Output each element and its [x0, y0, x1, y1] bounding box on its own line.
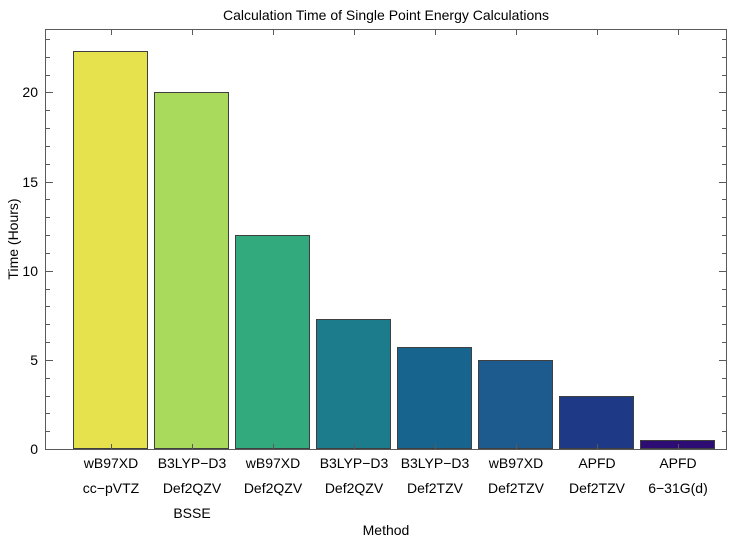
y-major-tick [46, 271, 53, 272]
y-minor-tick [722, 378, 726, 379]
category-label: wB97XD Def2TZV [487, 455, 544, 496]
y-minor-tick [46, 342, 50, 343]
x-tick [192, 30, 193, 35]
y-minor-tick [722, 217, 726, 218]
y-minor-tick [46, 396, 50, 397]
y-minor-tick [722, 199, 726, 200]
y-minor-tick [46, 164, 50, 165]
y-major-tick [46, 360, 53, 361]
y-minor-tick [46, 306, 50, 307]
y-minor-tick [722, 289, 726, 290]
x-tick [273, 30, 274, 35]
x-tick [516, 444, 517, 449]
y-minor-tick [46, 128, 50, 129]
y-minor-tick [722, 75, 726, 76]
y-minor-tick [46, 431, 50, 432]
bar [316, 319, 391, 449]
y-minor-tick [46, 39, 50, 40]
x-tick [111, 30, 112, 35]
x-tick [597, 30, 598, 35]
y-minor-tick [46, 57, 50, 58]
y-minor-tick [722, 57, 726, 58]
y-minor-tick [722, 164, 726, 165]
bar [478, 360, 553, 449]
y-minor-tick [722, 128, 726, 129]
x-tick [354, 30, 355, 35]
y-minor-tick [46, 324, 50, 325]
y-minor-tick [722, 235, 726, 236]
category-label: APFD 6−31G(d) [648, 455, 708, 496]
bar [154, 92, 229, 449]
category-label: B3LYP−D3 Def2TZV [400, 455, 470, 496]
bar [73, 51, 148, 449]
x-tick [354, 444, 355, 449]
y-minor-tick [46, 75, 50, 76]
y-major-tick [719, 449, 726, 450]
y-minor-tick [46, 378, 50, 379]
plot-area [45, 29, 727, 450]
y-minor-tick [46, 235, 50, 236]
y-tick-label: 15 [22, 174, 38, 190]
category-label: B3LYP−D3 Def2QZV BSSE [157, 455, 227, 521]
y-major-tick [46, 182, 53, 183]
y-major-tick [719, 92, 726, 93]
y-tick-label: 20 [22, 84, 38, 100]
y-major-tick [719, 182, 726, 183]
x-axis-label: Method [362, 522, 410, 538]
y-major-tick [719, 271, 726, 272]
y-minor-tick [722, 306, 726, 307]
y-minor-tick [46, 253, 50, 254]
y-minor-tick [46, 413, 50, 414]
bar [640, 440, 715, 449]
y-minor-tick [722, 146, 726, 147]
x-tick [273, 444, 274, 449]
x-tick [597, 444, 598, 449]
bar [559, 396, 634, 449]
bar [235, 235, 310, 449]
category-label: wB97XD Def2QZV [243, 455, 303, 496]
y-tick-label: 5 [30, 352, 38, 368]
y-major-tick [46, 449, 53, 450]
y-major-tick [46, 92, 53, 93]
x-tick [516, 30, 517, 35]
y-minor-tick [46, 217, 50, 218]
y-minor-tick [722, 431, 726, 432]
y-minor-tick [722, 110, 726, 111]
y-tick-label: 10 [22, 263, 38, 279]
y-minor-tick [46, 289, 50, 290]
x-tick [678, 30, 679, 35]
x-tick [111, 444, 112, 449]
y-minor-tick [722, 39, 726, 40]
y-minor-tick [722, 324, 726, 325]
category-label: APFD Def2TZV [568, 455, 625, 496]
x-tick [435, 444, 436, 449]
chart-title: Calculation Time of Single Point Energy … [222, 7, 550, 23]
y-minor-tick [722, 413, 726, 414]
y-minor-tick [46, 199, 50, 200]
x-tick [192, 444, 193, 449]
y-minor-tick [722, 342, 726, 343]
category-label: B3LYP−D3 Def2QZV [319, 455, 389, 496]
y-minor-tick [46, 146, 50, 147]
y-minor-tick [722, 253, 726, 254]
y-minor-tick [722, 396, 726, 397]
x-tick [435, 30, 436, 35]
category-label: wB97XD cc−pVTZ [82, 455, 140, 496]
x-tick [678, 444, 679, 449]
bar [397, 347, 472, 449]
y-tick-label: 0 [30, 441, 38, 457]
y-minor-tick [46, 110, 50, 111]
y-major-tick [719, 360, 726, 361]
